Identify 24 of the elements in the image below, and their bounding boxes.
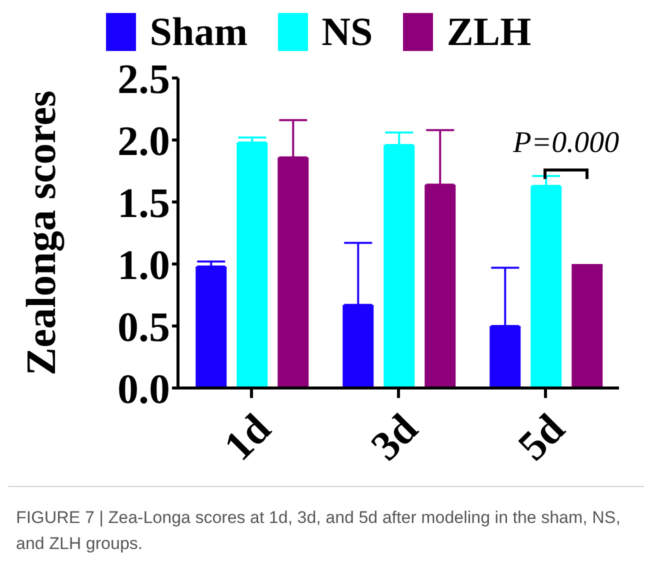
x-tick-label: 1d (216, 406, 280, 470)
bar (196, 266, 227, 388)
bar (384, 144, 415, 388)
legend-label: NS (322, 8, 373, 55)
bar (490, 326, 521, 388)
annotation: P=0.000 (513, 126, 620, 160)
y-tick-label: 0.0 (118, 366, 170, 413)
bar (278, 157, 309, 388)
y-axis-title: Zealonga scores (18, 90, 65, 376)
bar (572, 264, 603, 388)
bar (424, 184, 456, 388)
y-tick-label: 2.0 (118, 118, 170, 165)
x-tick-label: 5d (510, 406, 574, 470)
legend-label: Sham (150, 8, 248, 55)
y-tick-label: 1.5 (118, 180, 170, 227)
x-tick-label: 3d (362, 406, 427, 470)
y-tick-label: 1.0 (118, 242, 170, 289)
y-tick-label: 0.5 (118, 304, 170, 351)
y-tick-label: 2.5 (118, 56, 170, 103)
bar (236, 142, 268, 388)
bar (342, 304, 374, 388)
legend-label: ZLH (446, 8, 532, 55)
caption: FIGURE 7 | Zea-Longa scores at 1d, 3d, and 5d after modeling in the sham, NS, and ZLH groups. (8, 486, 644, 574)
bar (530, 186, 562, 388)
